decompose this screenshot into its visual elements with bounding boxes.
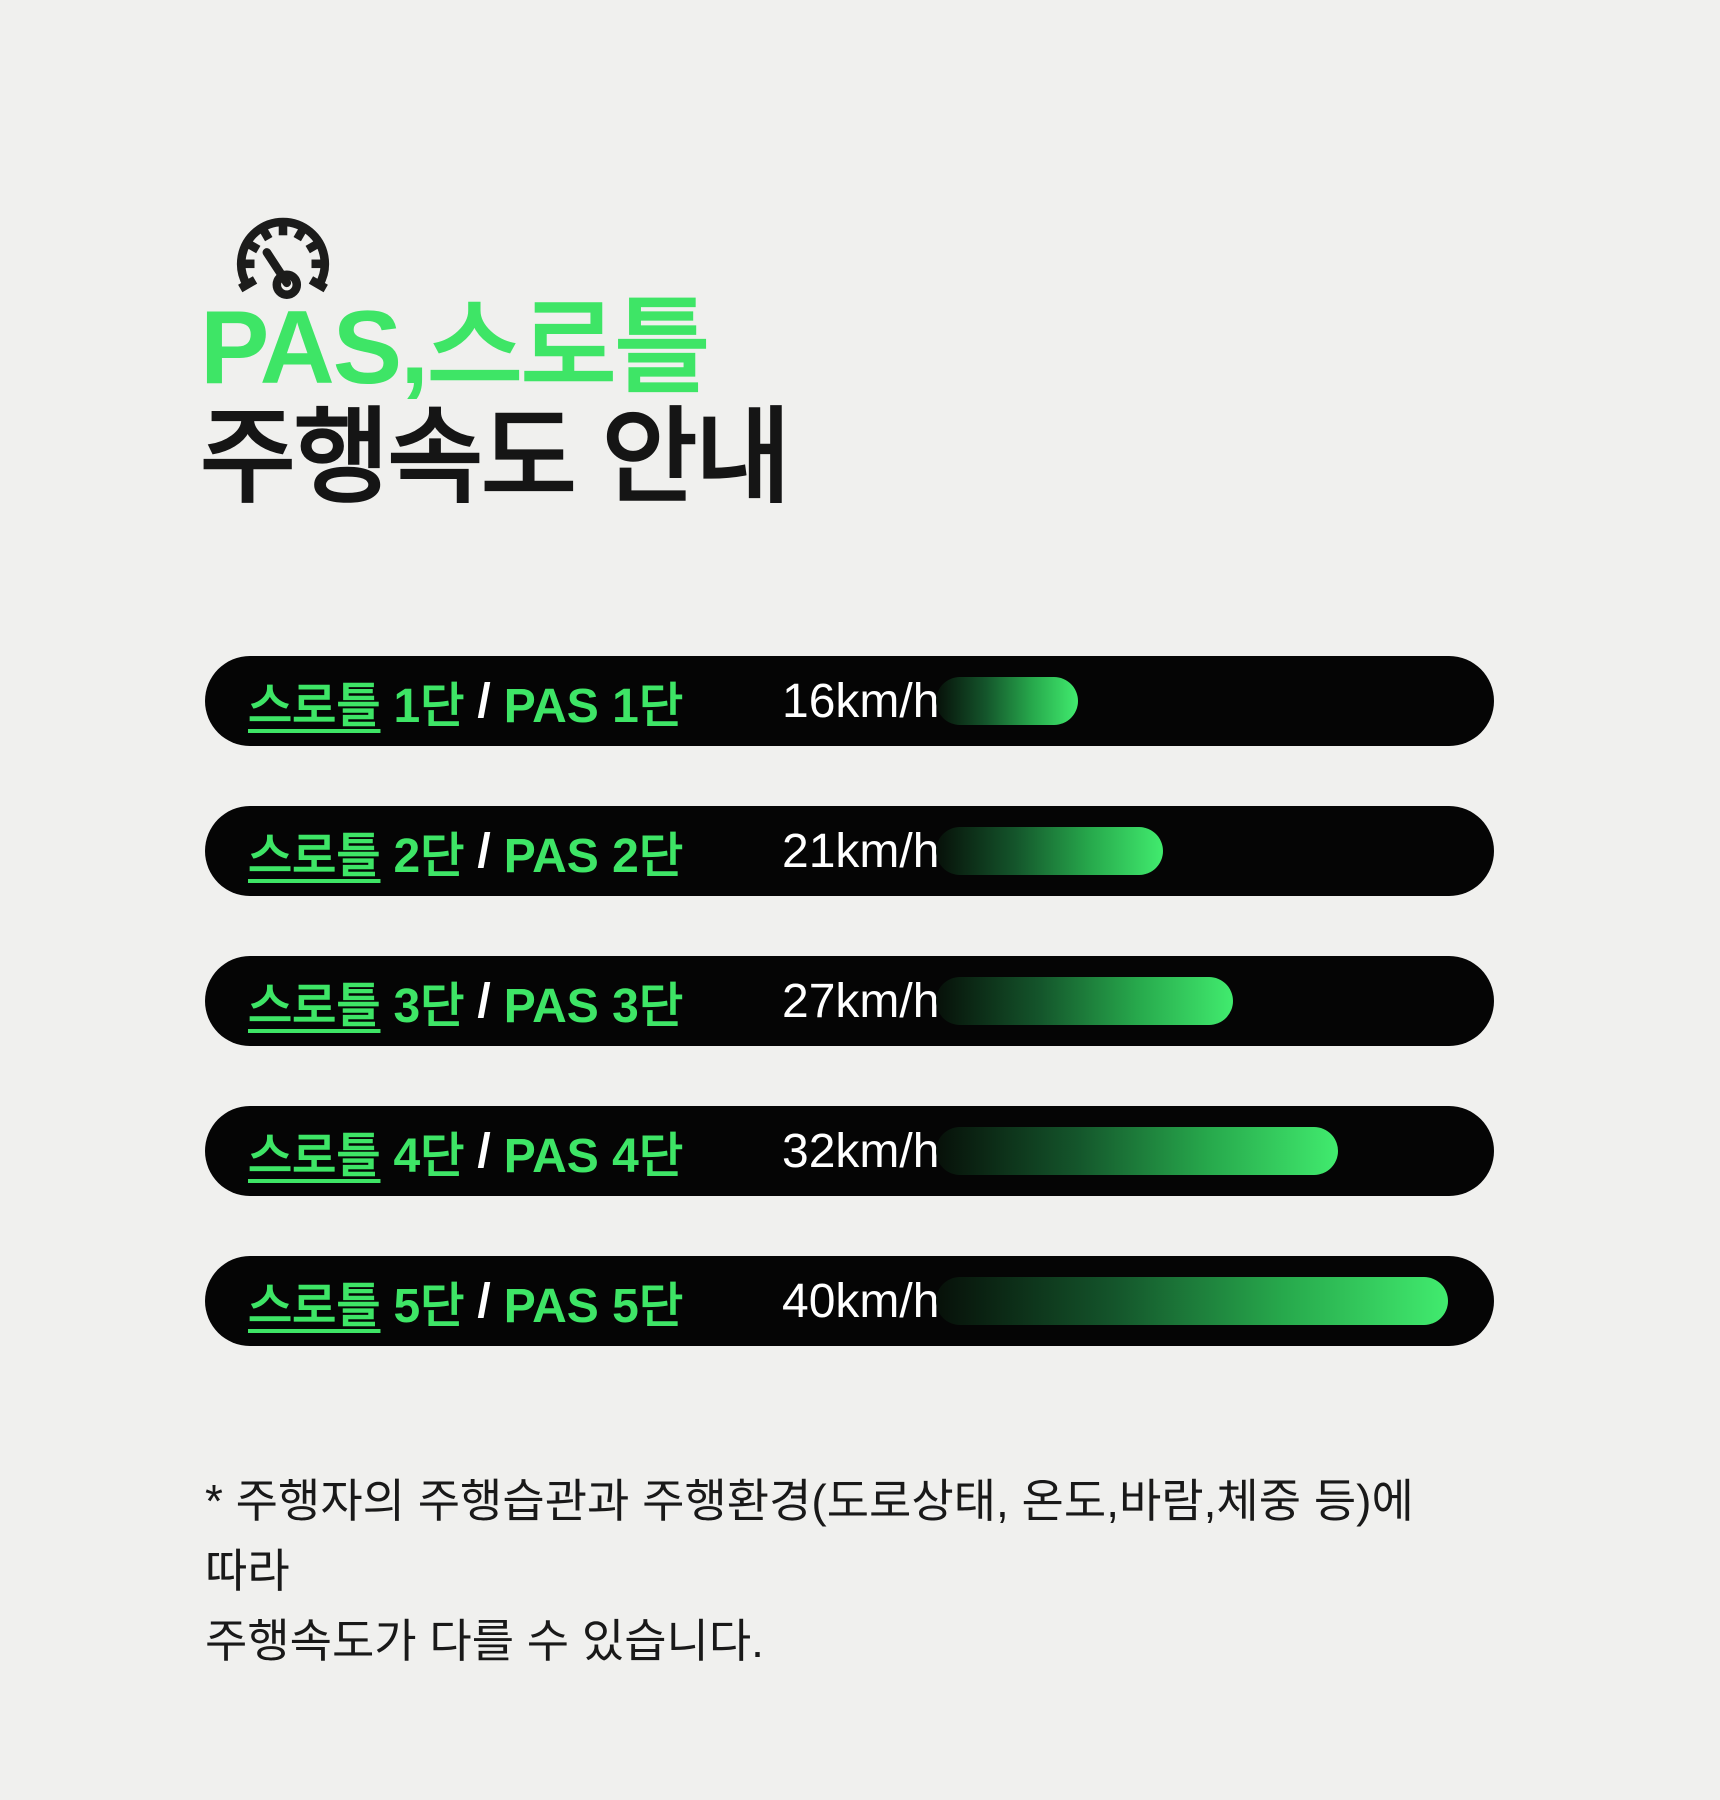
page-title: PAS,스로틀 주행속도 안내 [200, 290, 791, 516]
speed-row-5: 스로틀 5단 / PAS 5단 40km/h [205, 1256, 1494, 1346]
throttle-word: 스로틀 [248, 830, 381, 883]
speed-row-2: 스로틀 2단 / PAS 2단 21km/h [205, 806, 1494, 896]
speed-value: 40km/h [782, 1274, 940, 1328]
speed-bar [936, 677, 1078, 725]
speed-value: 16km/h [782, 674, 940, 728]
speed-value: 21km/h [782, 824, 940, 878]
throttle-word: 스로틀 [248, 680, 381, 733]
label-separator: / [477, 824, 491, 878]
throttle-word: 스로틀 [248, 1130, 381, 1183]
speedometer-icon [236, 217, 330, 299]
throttle-level: 3단 [393, 980, 465, 1033]
throttle-level: 2단 [393, 830, 465, 883]
speed-bar [936, 977, 1233, 1025]
speed-row-label: 스로틀 4단 / PAS 4단 [248, 1106, 683, 1196]
speed-row-label: 스로틀 3단 / PAS 3단 [248, 956, 683, 1046]
pas-label: PAS 1단 [503, 680, 684, 733]
label-separator: / [477, 674, 491, 728]
pas-label: PAS 4단 [503, 1130, 684, 1183]
speed-bar [936, 827, 1163, 875]
pas-label: PAS 3단 [503, 980, 684, 1033]
speed-row-4: 스로틀 4단 / PAS 4단 32km/h [205, 1106, 1494, 1196]
speed-row-label: 스로틀 2단 / PAS 2단 [248, 806, 683, 896]
throttle-level: 4단 [393, 1130, 465, 1183]
speed-row-3: 스로틀 3단 / PAS 3단 27km/h [205, 956, 1494, 1046]
page-title-accent: PAS,스로틀 [200, 290, 710, 406]
throttle-level: 5단 [393, 1280, 465, 1333]
speed-row-label: 스로틀 1단 / PAS 1단 [248, 656, 683, 746]
footnote: * 주행자의 주행습관과 주행환경(도로상태, 온도,바람,체중 등)에 따라 … [205, 1466, 1455, 1676]
throttle-word: 스로틀 [248, 1280, 381, 1333]
footnote-line-2: 주행속도가 다를 수 있습니다. [205, 1615, 764, 1667]
speed-rows: 스로틀 1단 / PAS 1단 16km/h 스로틀 2단 / PAS 2단 2… [205, 656, 1494, 1406]
pas-label: PAS 2단 [503, 830, 684, 883]
label-separator: / [477, 1124, 491, 1178]
label-separator: / [477, 1274, 491, 1328]
speed-value: 27km/h [782, 974, 940, 1028]
page-title-main: 주행속도 안내 [200, 400, 791, 516]
speed-row-1: 스로틀 1단 / PAS 1단 16km/h [205, 656, 1494, 746]
throttle-word: 스로틀 [248, 980, 381, 1033]
speed-row-label: 스로틀 5단 / PAS 5단 [248, 1256, 683, 1346]
throttle-level: 1단 [393, 680, 465, 733]
speed-value: 32km/h [782, 1124, 940, 1178]
label-separator: / [477, 974, 491, 1028]
pas-label: PAS 5단 [503, 1280, 684, 1333]
footnote-line-1: * 주행자의 주행습관과 주행환경(도로상태, 온도,바람,체중 등)에 따라 [205, 1475, 1414, 1597]
speed-bar [936, 1277, 1448, 1325]
speed-bar [936, 1127, 1338, 1175]
